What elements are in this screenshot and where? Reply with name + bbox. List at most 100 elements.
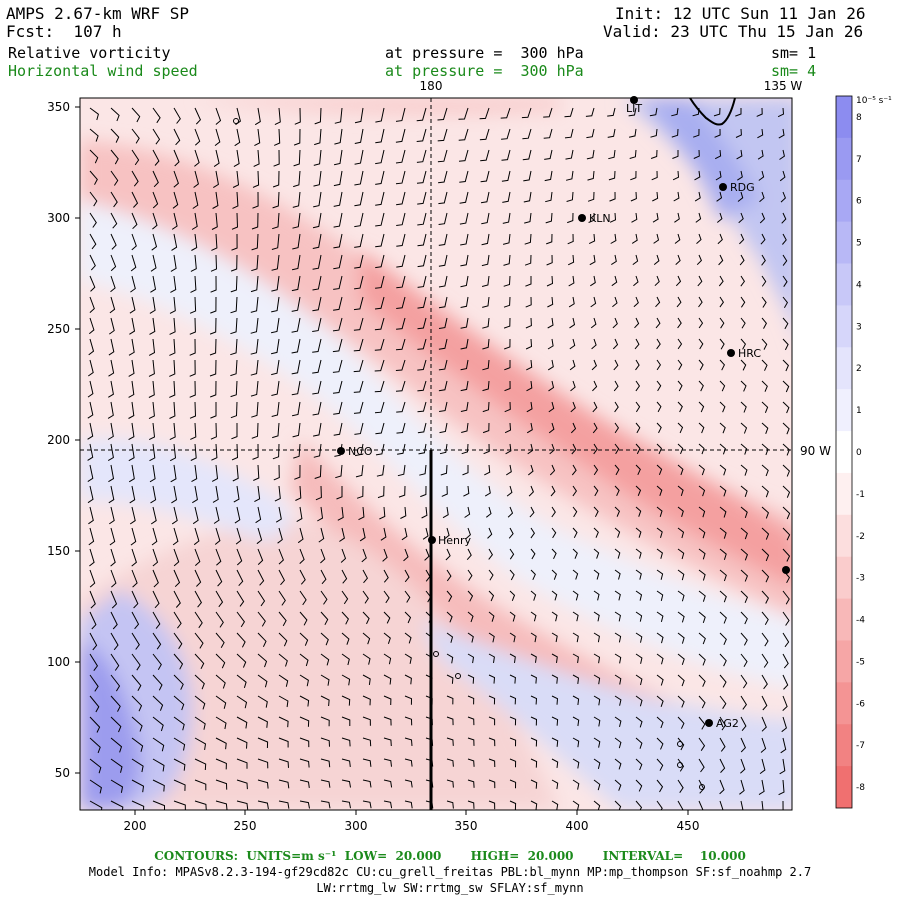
wind-barb [341, 632, 350, 645]
wind-barb [128, 464, 135, 483]
wind-barb [610, 233, 617, 244]
station-kln: KLN [578, 212, 611, 225]
wind-barb [719, 317, 725, 329]
wind-barb [505, 443, 512, 455]
wind-barb [572, 569, 579, 580]
wind-barb [740, 464, 748, 476]
wind-barb [379, 506, 386, 520]
wind-barb [169, 401, 176, 419]
wind-barb [488, 548, 494, 560]
wind-barb [612, 317, 618, 329]
wind-barb [189, 296, 197, 314]
wind-barb [546, 233, 553, 245]
wind-barb [128, 380, 135, 398]
wind-barb [89, 590, 96, 609]
wind-barb [572, 548, 578, 559]
wind-barb [719, 422, 726, 434]
wind-barb [169, 359, 176, 377]
wind-barb [421, 506, 428, 519]
wind-barb [698, 758, 705, 773]
wind-barb [291, 338, 301, 354]
wind-barb [446, 779, 454, 788]
wind-barb [761, 464, 769, 477]
wind-barb [761, 548, 770, 562]
wind-barb [129, 296, 136, 314]
wind-barb [272, 443, 280, 460]
wind-barb [333, 212, 343, 228]
wind-barb [545, 212, 553, 224]
wind-barb [740, 737, 746, 753]
wind-barb [173, 758, 186, 771]
station-rdg: RDG [719, 181, 755, 194]
wind-barb [614, 800, 622, 810]
wind-barb [467, 716, 475, 726]
wind-barb [593, 506, 599, 518]
wind-barb [251, 401, 259, 418]
wind-barb [564, 128, 574, 139]
wind-barb [257, 548, 264, 565]
wind-barb [149, 317, 156, 335]
wind-barb [169, 380, 176, 398]
wind-barb [215, 737, 227, 750]
field2-level: at pressure = 300 hPa [385, 62, 584, 80]
wind-barb [271, 401, 280, 417]
wind-barb [502, 191, 511, 203]
wind-barb [438, 170, 448, 184]
wind-barb [89, 695, 100, 713]
wind-barb [131, 758, 144, 773]
wind-barb [173, 149, 180, 167]
wind-barb [714, 149, 722, 160]
wind-barb [440, 464, 448, 476]
wind-barb [656, 800, 663, 810]
wind-barb [257, 569, 265, 586]
wind-barb [257, 653, 268, 668]
wind-barb [572, 779, 580, 790]
wind-barb [715, 170, 722, 181]
wind-barb [739, 779, 745, 795]
wind-barb [656, 359, 662, 371]
wind-barb [782, 506, 791, 520]
wind-barb [152, 737, 165, 752]
wind-barb [565, 149, 574, 160]
station-hrc: HRC [727, 347, 761, 360]
wind-barb [528, 485, 534, 497]
wind-barb [257, 737, 269, 749]
wind-barb [333, 401, 343, 415]
wind-barb [312, 212, 322, 229]
wind-barb [568, 275, 575, 287]
wind-barb [572, 632, 579, 643]
wind-barb [271, 296, 280, 313]
wind-barb [504, 380, 511, 392]
wind-barb [148, 359, 155, 377]
wind-barb [587, 170, 595, 181]
wind-barb [782, 611, 790, 626]
wind-barb [108, 338, 115, 356]
wind-barb [482, 317, 490, 329]
wind-barb [761, 485, 769, 498]
vorticity-band-top [200, 98, 560, 115]
wind-barb [354, 212, 364, 228]
wind-barb [656, 401, 662, 413]
field2-name: Horizontal wind speed [8, 62, 198, 80]
colorbar-label: 8 [856, 113, 862, 123]
wind-barb [128, 338, 135, 356]
wind-barb [446, 716, 454, 726]
wind-barb [299, 737, 310, 748]
wind-barb [740, 275, 746, 287]
wind-barb [740, 800, 744, 810]
wind-barb [335, 464, 343, 479]
wind-barb [677, 779, 684, 793]
wind-barb [635, 401, 641, 413]
wind-barb [698, 464, 705, 476]
wind-barb [88, 506, 94, 525]
wind-barb [759, 758, 766, 774]
colorbar-label: 7 [856, 155, 862, 165]
y-tick-label: 250 [47, 322, 70, 336]
wind-barb [761, 296, 767, 308]
wind-barb [719, 338, 725, 350]
wind-barb [334, 107, 343, 124]
wind-barb [716, 191, 723, 202]
wind-barb [481, 212, 490, 225]
wind-barb [782, 464, 790, 477]
wind-barb [523, 170, 532, 182]
